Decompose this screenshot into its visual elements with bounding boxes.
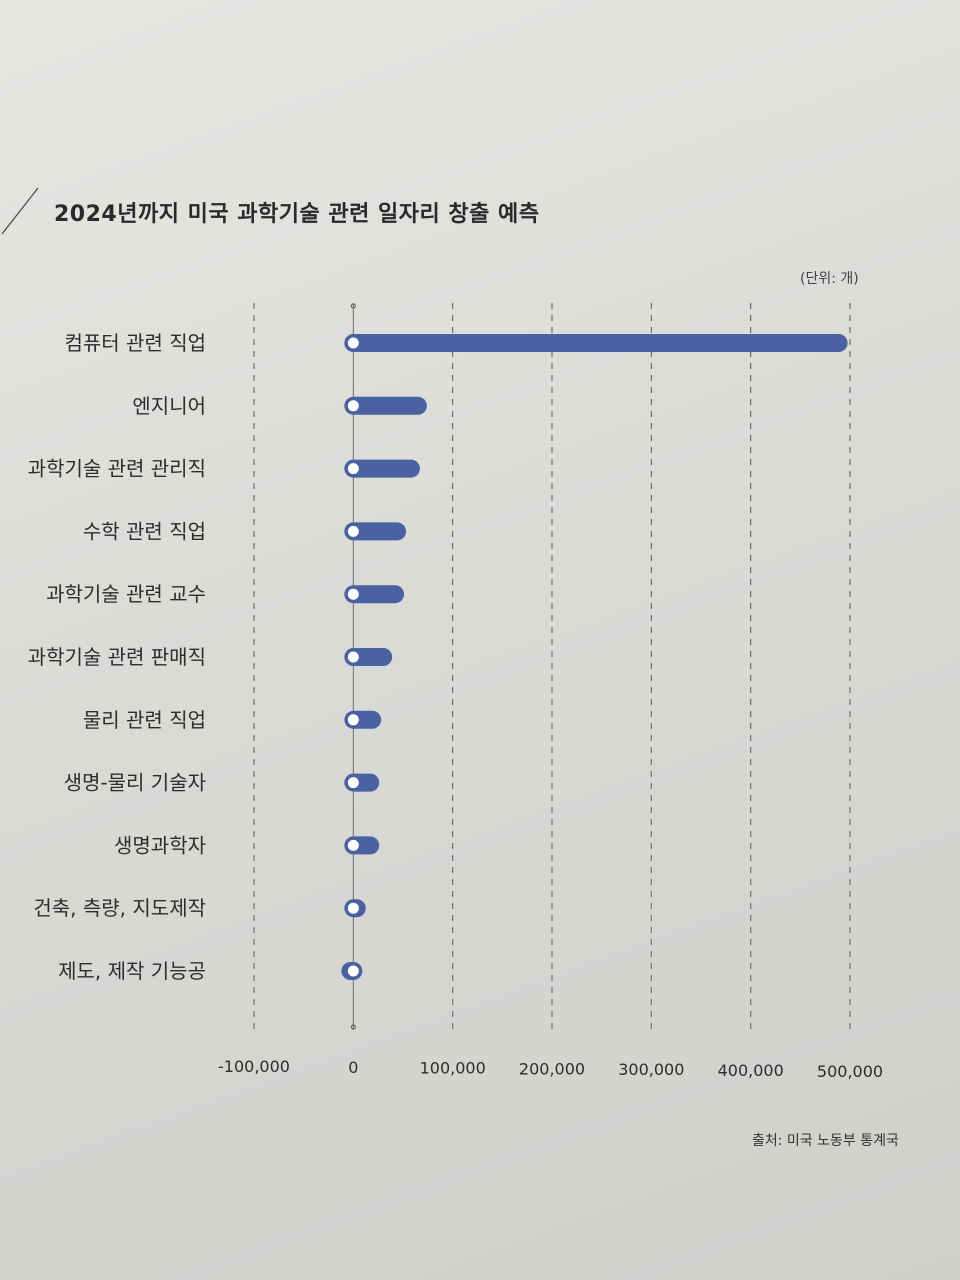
- x-tick-label: 400,000: [718, 1061, 784, 1080]
- category-label: 물리 관련 직업: [83, 708, 206, 732]
- unit-label: (단위: 개): [800, 271, 859, 287]
- source-note: 출처: 미국 노동부 통계국: [752, 1133, 899, 1149]
- zero-marker: [346, 650, 360, 664]
- bar: [344, 585, 405, 604]
- x-tick-label: 200,000: [519, 1059, 585, 1078]
- x-tick-label: 0: [348, 1058, 358, 1077]
- grid-lines: [253, 303, 851, 1030]
- zero-marker: [346, 336, 360, 350]
- zero-marker: [346, 901, 360, 915]
- category-label: 생명-물리 기술자: [64, 771, 206, 795]
- zero-marker: [346, 776, 360, 790]
- bar: [344, 522, 407, 541]
- zero-marker: [346, 713, 360, 727]
- category-label: 건축, 측량, 지도제작: [33, 896, 206, 920]
- zero-marker: [346, 524, 360, 538]
- zero-marker: [346, 399, 360, 413]
- title-slash-decoration: [1, 187, 39, 235]
- x-tick-label: 300,000: [618, 1060, 684, 1079]
- bar: [344, 334, 848, 352]
- category-label: 엔지니어: [132, 394, 206, 418]
- bars: [341, 334, 848, 980]
- chart-title: 2024년까지 미국 과학기술 관련 일자리 창출 예측: [54, 202, 540, 227]
- category-label: 과학기술 관련 판매직: [28, 645, 206, 669]
- zero-marker: [346, 838, 360, 852]
- zero-marker: [346, 587, 360, 601]
- x-tick-label: 500,000: [817, 1062, 883, 1081]
- bar: [344, 396, 427, 415]
- category-label: 컴퓨터 관련 직업: [64, 331, 206, 355]
- category-label: 제도, 제작 기능공: [58, 959, 206, 983]
- category-label: 과학기술 관련 관리직: [28, 457, 206, 481]
- bar: [344, 459, 420, 478]
- category-label: 생명과학자: [114, 833, 206, 857]
- x-tick-labels: -100,000 0 100,000 200,000 300,000 400,000 500…: [218, 1057, 883, 1081]
- zero-marker: [346, 462, 360, 476]
- x-tick-label: -100,000: [218, 1057, 290, 1076]
- x-tick-label: 100,000: [420, 1059, 486, 1078]
- category-label: 과학기술 관련 교수: [46, 582, 206, 606]
- category-label: 수학 관련 직업: [83, 519, 206, 543]
- zero-marker: [346, 964, 360, 978]
